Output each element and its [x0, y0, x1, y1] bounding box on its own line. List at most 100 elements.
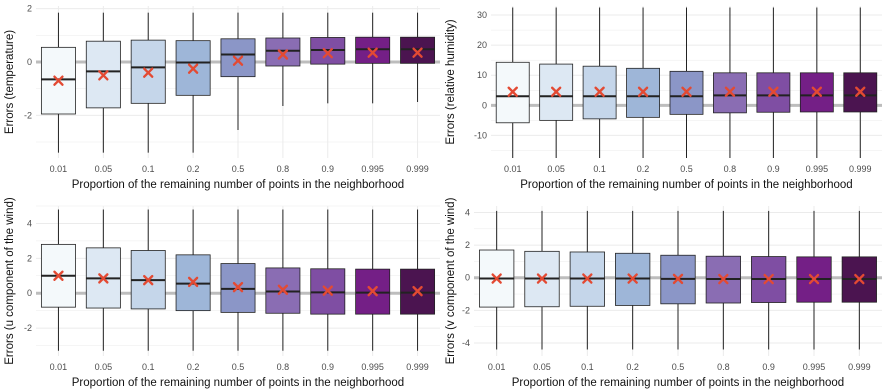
mean-marker [143, 274, 154, 286]
x-tick-label: 0.1 [581, 362, 594, 372]
mean-marker-stroke [187, 276, 199, 288]
mean-marker [507, 86, 518, 97]
x-tick-label: 0.9 [767, 164, 780, 174]
x-tick-label: 0.8 [277, 362, 290, 372]
x-tick-label: 0.1 [593, 164, 606, 174]
x-tick-label: 0.05 [95, 164, 113, 174]
mean-marker-stroke [724, 86, 736, 97]
box [400, 36, 436, 64]
mean-marker [412, 47, 423, 58]
mean-marker-stroke [232, 281, 244, 293]
chart-v-wind: -4 -2 0 2 4 0.01 0.05 0.1 0.2 0.5 0.8 0.9 0.995 0.999… [445, 197, 882, 389]
y-tick-label: -10 [474, 130, 487, 140]
x-tick-label: 0.8 [724, 164, 737, 174]
mean-marker [854, 273, 865, 285]
mean-marker [98, 70, 109, 81]
x-tick-label: 0.9 [322, 164, 335, 174]
chart-u-wind: -2 0 2 4 0.01 0.05 0.1 0.2 0.5 0.8 0.9 0.995 0.999Pr… [4, 197, 440, 389]
mean-marker-stroke [232, 55, 244, 66]
x-tick-label: 0.01 [504, 164, 522, 174]
y-tick-label: 10 [477, 70, 487, 80]
chart-temperature: -2 0 2 0.01 0.05 0.1 0.2 0.5 0.8 0.9 0.995 0.999Pro… [4, 4, 440, 191]
y-tick-label: 0 [27, 288, 32, 298]
x-tick-label: 0.05 [533, 362, 551, 372]
mean-marker-stroke [768, 86, 779, 97]
mean-marker [322, 48, 333, 59]
mean-marker [594, 86, 605, 97]
x-axis-label: Proportion of the remaining number of po… [520, 179, 852, 191]
mean-marker-stroke [367, 47, 378, 58]
mean-marker-stroke [143, 274, 154, 286]
mean-marker [187, 276, 199, 288]
mean-marker-stroke [491, 273, 502, 284]
mean-marker-stroke [98, 70, 109, 81]
box [220, 38, 256, 78]
mean-marker [855, 86, 866, 97]
mean-marker [367, 285, 378, 297]
mean-marker-stroke [536, 273, 548, 284]
mean-marker [536, 273, 548, 284]
box [265, 37, 301, 67]
y-tick-label: 4 [465, 208, 470, 218]
mean-marker-stroke [811, 86, 823, 97]
x-tick-label: 0.5 [672, 362, 685, 372]
mean-marker [627, 273, 638, 284]
x-tick-label: 0.9 [322, 362, 335, 372]
mean-marker [277, 49, 289, 60]
mean-marker-stroke [412, 285, 423, 297]
mean-marker-stroke [143, 67, 154, 78]
mean-marker-stroke [277, 284, 289, 295]
mean-marker [53, 270, 64, 281]
mean-marker-stroke [582, 273, 593, 284]
y-axis-label: Errors (v component of the wind) [445, 197, 457, 364]
x-tick-label: 0.01 [488, 362, 506, 372]
mean-marker [232, 281, 244, 293]
y-tick-label: 2 [465, 240, 470, 250]
x-tick-label: 0.5 [680, 164, 693, 174]
x-axis-label: Proportion of the remaining number of po… [72, 377, 404, 389]
mean-marker [637, 86, 649, 97]
x-tick-label: 0.1 [142, 164, 155, 174]
mean-marker [582, 273, 593, 284]
x-tick-label: 0.1 [142, 362, 155, 372]
y-axis-label: Errors (temperature) [4, 30, 16, 134]
mean-marker-stroke [53, 270, 64, 281]
mean-marker-stroke [594, 86, 605, 97]
mean-marker [187, 63, 199, 74]
mean-marker-stroke [681, 86, 692, 97]
mean-marker-stroke [855, 86, 866, 97]
mean-marker-stroke [808, 273, 820, 285]
x-tick-label: 0.05 [95, 362, 113, 372]
box [355, 36, 391, 64]
x-tick-label: 0.8 [277, 164, 290, 174]
x-tick-label: 0.5 [232, 362, 245, 372]
mean-marker-stroke [367, 285, 378, 297]
x-tick-label: 0.995 [803, 362, 826, 372]
mean-marker-stroke [550, 86, 562, 97]
y-axis-label: Errors (relative humidity) [445, 19, 457, 144]
mean-marker [724, 86, 736, 97]
mean-marker [412, 285, 423, 297]
x-tick-label: 0.2 [187, 164, 200, 174]
y-tick-label: 20 [477, 40, 487, 50]
x-tick-label: 0.995 [361, 362, 384, 372]
mean-marker-stroke [322, 48, 333, 59]
y-axis-label: Errors (u component of the wind) [4, 197, 16, 365]
mean-marker [681, 86, 692, 97]
y-tick-label: 0 [482, 100, 487, 110]
mean-marker [143, 67, 154, 78]
mean-marker-stroke [718, 273, 729, 285]
mean-marker-stroke [187, 63, 199, 74]
y-tick-label: 0 [27, 57, 32, 67]
mean-marker [98, 273, 109, 284]
x-tick-label: 0.8 [717, 362, 730, 372]
y-tick-label: -2 [24, 110, 32, 120]
x-tick-label: 0.01 [50, 164, 68, 174]
x-tick-label: 0.01 [50, 362, 68, 372]
y-tick-label: 2 [27, 4, 32, 14]
y-tick-label: 30 [477, 10, 487, 20]
mean-marker [53, 75, 64, 86]
mean-marker-stroke [672, 273, 684, 285]
mean-marker-stroke [507, 86, 518, 97]
mean-marker-stroke [412, 47, 423, 58]
